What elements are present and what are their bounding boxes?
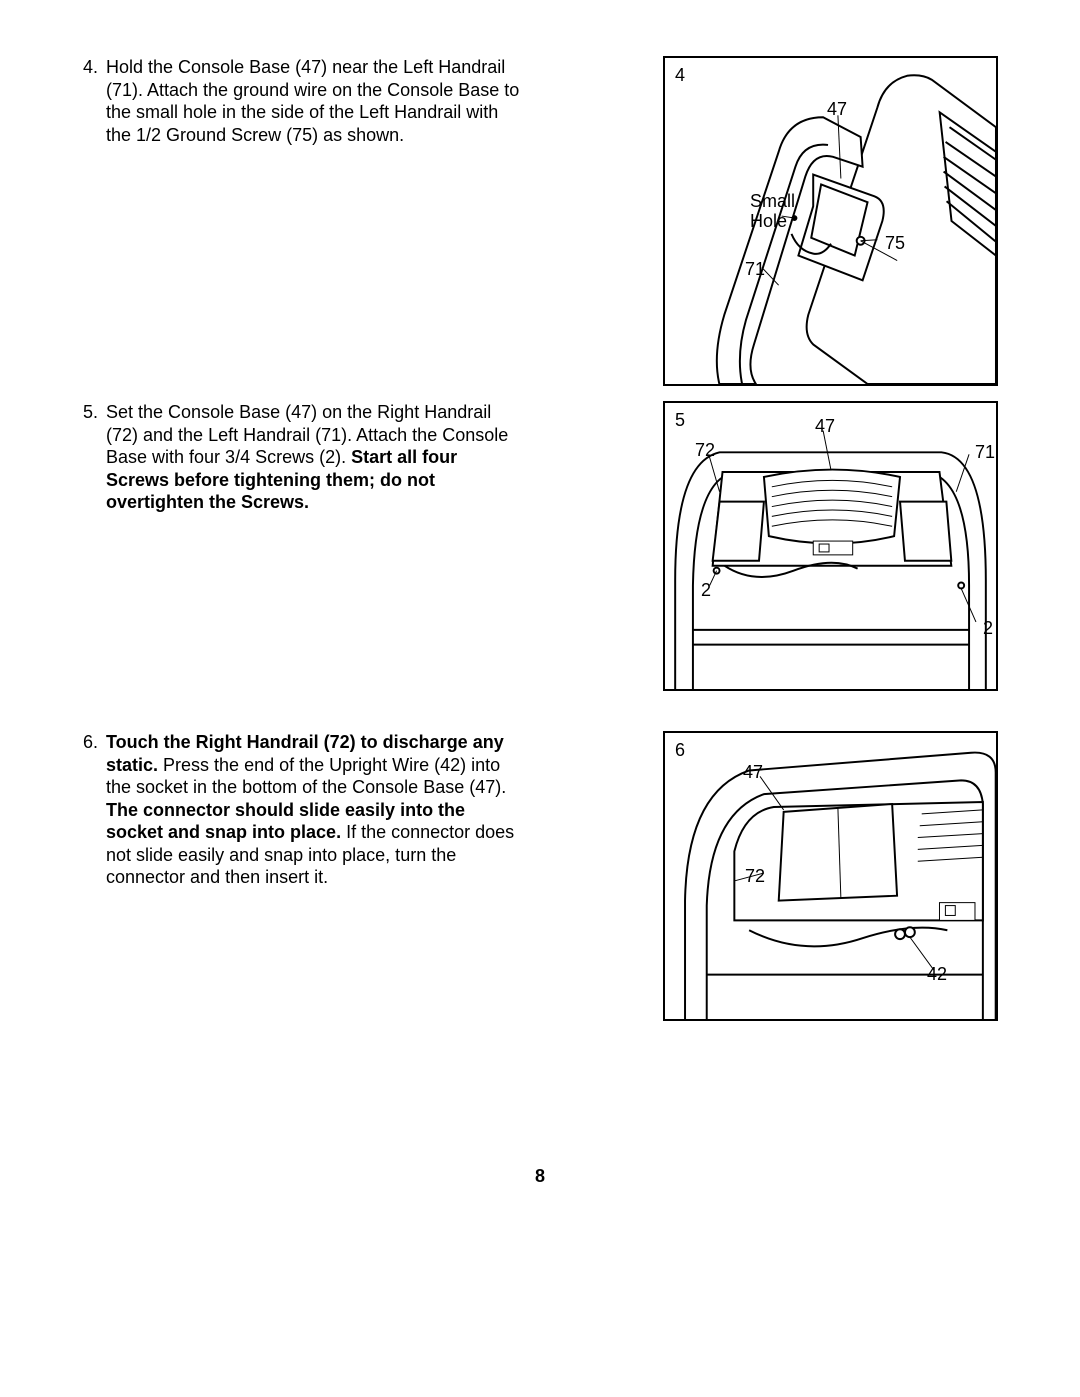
step-text-6: 6. Touch the Right Handrail (72) to disc… [82, 731, 530, 889]
page-number: 8 [0, 1166, 1080, 1187]
text-segment: Press the end of the Upright Wire (42) i… [106, 755, 506, 798]
callout-72: 72 [695, 441, 715, 461]
figure-col: 6 47 72 42 [663, 731, 998, 1021]
step: 6. Touch the Right Handrail (72) to disc… [82, 731, 520, 889]
step-number: 6. [82, 731, 106, 889]
step-row-5: 5. Set the Console Base (47) on the Righ… [82, 401, 998, 731]
callout-47: 47 [743, 763, 763, 783]
callout-71: 71 [975, 443, 995, 463]
figure-4: 4 47 Small Hole 75 71 [663, 56, 998, 386]
step-body: Hold the Console Base (47) near the Left… [106, 56, 520, 146]
figure-index: 5 [675, 411, 685, 431]
step-row-6: 6. Touch the Right Handrail (72) to disc… [82, 731, 998, 1061]
callout-71: 71 [745, 260, 765, 280]
callout-47: 47 [827, 100, 847, 120]
callout-hole: Hole [750, 212, 787, 232]
figure-6: 6 47 72 42 [663, 731, 998, 1021]
figure-5: 5 47 72 71 2 2 [663, 401, 998, 691]
figure-col: 4 47 Small Hole 75 71 [663, 56, 998, 386]
callout-72: 72 [745, 867, 765, 887]
step-text-5: 5. Set the Console Base (47) on the Righ… [82, 401, 530, 514]
callout-2-left: 2 [701, 581, 711, 601]
figure-col: 5 47 72 71 2 2 [663, 401, 998, 691]
callout-42: 42 [927, 965, 947, 985]
step: 4. Hold the Console Base (47) near the L… [82, 56, 520, 146]
callout-2-right: 2 [983, 619, 993, 639]
callout-small: Small [750, 192, 795, 212]
manual-page: 4. Hold the Console Base (47) near the L… [0, 0, 1080, 1397]
figure-index: 4 [675, 66, 685, 86]
step-body: Touch the Right Handrail (72) to dischar… [106, 731, 520, 889]
callout-47: 47 [815, 417, 835, 437]
text-segment: Hold the Console Base (47) near the Left… [106, 57, 519, 145]
step-text-4: 4. Hold the Console Base (47) near the L… [82, 56, 530, 146]
step-number: 4. [82, 56, 106, 146]
step-body: Set the Console Base (47) on the Right H… [106, 401, 520, 514]
step-number: 5. [82, 401, 106, 514]
step: 5. Set the Console Base (47) on the Righ… [82, 401, 520, 514]
callout-75: 75 [885, 234, 905, 254]
figure-index: 6 [675, 741, 685, 761]
step-row-4: 4. Hold the Console Base (47) near the L… [82, 56, 998, 401]
